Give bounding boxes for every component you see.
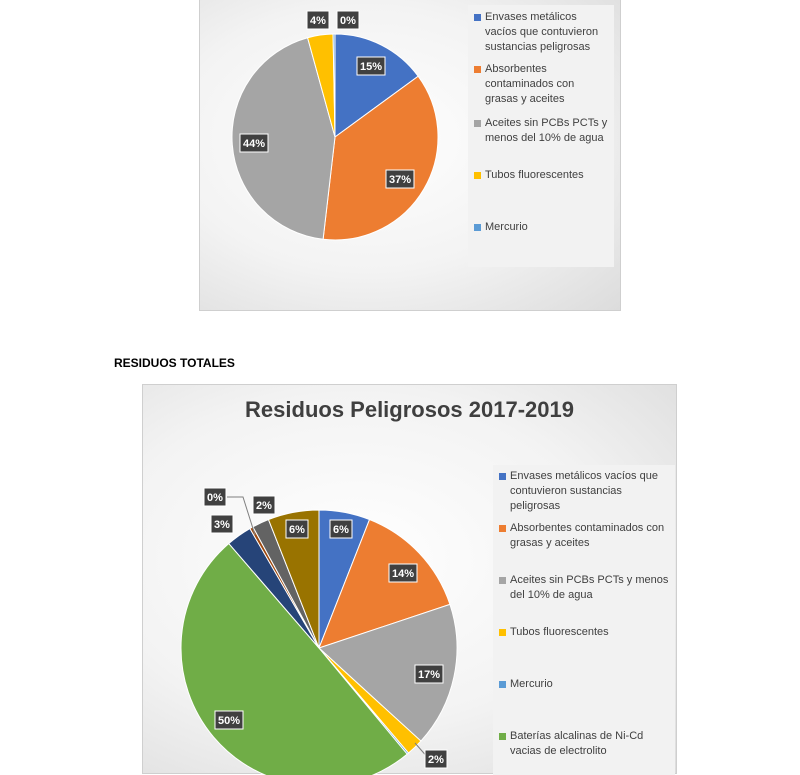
data-label-box <box>210 514 234 534</box>
data-label-box <box>214 710 244 730</box>
legend-swatch <box>499 577 506 584</box>
data-label-2: 44% <box>243 138 265 150</box>
pie-slice-4 <box>332 33 336 138</box>
legend-label: Baterías alcalinas de Ni-Cd vacias de el… <box>510 730 644 757</box>
legend-label: Tubos fluorescentes <box>485 169 584 181</box>
legend-label: Tubos fluorescentes <box>510 626 609 638</box>
data-label-5: 50% <box>218 715 240 727</box>
chart-title: Residuos Peligrosos 2017-2019 <box>245 397 574 422</box>
legend-swatch <box>499 525 506 532</box>
leader-line <box>227 496 256 536</box>
data-label-box <box>414 664 444 684</box>
legend-item-absorbentes: Absorbentes contaminados con grasas y ac… <box>499 521 671 551</box>
chart-1-legend: Envases metálicos vacíos que contuvieron… <box>468 5 614 267</box>
data-label-6: 3% <box>214 519 230 531</box>
data-label-0: 6% <box>333 524 349 536</box>
data-label-0: 15% <box>360 61 382 73</box>
data-label-box <box>329 519 353 539</box>
pie-chart-panel-1: 15% 37% 44% 4% 0% Envases metálicos vacíos q… <box>199 0 621 311</box>
legend-swatch <box>474 120 481 127</box>
data-label-box <box>239 133 269 153</box>
legend-swatch <box>474 66 481 73</box>
legend-label: Aceites sin PCBs PCTs y menos del 10% de… <box>485 117 608 144</box>
pie-slice-0 <box>334 33 419 138</box>
pie-slice-2 <box>318 603 458 742</box>
legend-label: Absorbentes contaminados con grasas y ac… <box>485 63 575 105</box>
chart-2-legend: Envases metálicos vacíos que contuvieron… <box>493 465 675 775</box>
data-label-box <box>336 10 360 30</box>
data-label-box <box>252 495 276 515</box>
pie-slice-2 <box>231 37 336 240</box>
legend-label: Aceites sin PCBs PCTs y menos del 10% de… <box>510 574 669 601</box>
pie-slice-1 <box>318 518 451 649</box>
legend-item-tubos: Tubos fluorescentes <box>499 625 671 640</box>
data-label-2: 17% <box>418 669 440 681</box>
data-label-7: 0% <box>207 492 223 504</box>
legend-swatch <box>499 629 506 636</box>
legend-item-absorbentes: Absorbentes contaminados con grasas y ac… <box>474 62 610 107</box>
legend-item-aceites: Aceites sin PCBs PCTs y menos del 10% de… <box>499 573 671 603</box>
legend-label: Absorbentes contaminados con grasas y ac… <box>510 522 665 549</box>
legend-label: Envases metálicos vacíos que contuvieron… <box>485 11 599 53</box>
pie-chart-panel-2: Residuos Peligrosos 2017-2019 6% 14% 17% 2%… <box>142 384 677 775</box>
pie-slice-1 <box>322 75 439 241</box>
data-label-3: 4% <box>310 15 326 27</box>
legend-swatch <box>474 224 481 231</box>
legend-label: Mercurio <box>510 678 553 690</box>
legend-item-mercurio: Mercurio <box>474 220 610 235</box>
legend-swatch <box>499 733 506 740</box>
data-label-1: 14% <box>392 568 414 580</box>
data-label-box <box>385 169 415 189</box>
legend-item-aceites: Aceites sin PCBs PCTs y menos del 10% de… <box>474 116 610 146</box>
legend-swatch <box>499 473 506 480</box>
data-label-9: 6% <box>289 524 305 536</box>
data-label-4: 0% <box>340 15 356 27</box>
data-label-1: 37% <box>389 174 411 186</box>
legend-item-envases: Envases metálicos vacíos que contuvieron… <box>499 469 671 514</box>
legend-item-baterias: Baterías alcalinas de Ni-Cd vacias de el… <box>499 729 671 759</box>
data-label-3: 2% <box>428 754 444 766</box>
data-label-box <box>203 487 227 507</box>
section-heading: RESIDUOS TOTALES <box>114 356 235 370</box>
legend-swatch <box>474 14 481 21</box>
pie-slice-9 <box>267 509 320 649</box>
data-label-box <box>356 56 386 76</box>
pie-chart-1: 15% 37% 44% 4% 0% <box>231 10 439 241</box>
data-label-box <box>388 563 418 583</box>
data-label-box <box>306 10 330 30</box>
legend-swatch <box>474 172 481 179</box>
legend-label: Envases metálicos vacíos que contuvieron… <box>510 470 658 512</box>
legend-label: Mercurio <box>485 221 528 233</box>
legend-swatch <box>499 681 506 688</box>
legend-item-tubos: Tubos fluorescentes <box>474 168 610 183</box>
legend-item-mercurio: Mercurio <box>499 677 671 692</box>
legend-item-envases: Envases metálicos vacíos que contuvieron… <box>474 10 610 55</box>
data-label-box <box>285 519 309 539</box>
data-label-8: 2% <box>256 500 272 512</box>
